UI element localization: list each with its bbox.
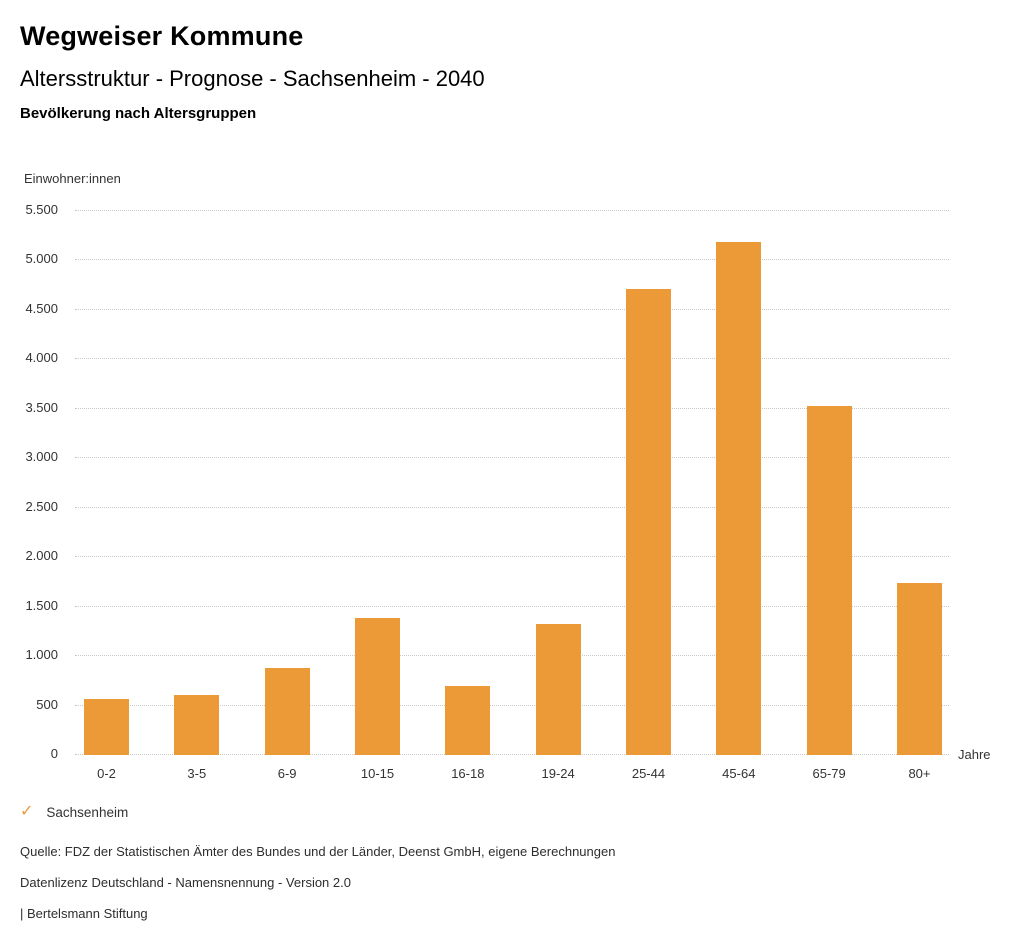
page-title: Wegweiser Kommune [20,21,304,51]
attribution-text: | Bertelsmann Stiftung [20,906,148,921]
bar-80+[interactable] [896,582,942,755]
chart-subtitle: Altersstruktur - Prognose - Sachsenheim … [20,66,485,91]
y-tick-label: 4.000 [25,350,58,366]
bar-65-79[interactable] [806,405,852,755]
x-tick-label: 0-2 [97,766,116,781]
gridline [75,308,949,310]
x-tick-label: 3-5 [187,766,207,781]
y-tick-label: 3.500 [25,399,58,415]
gridline [75,259,949,261]
legend-check-icon: ✓ [20,803,34,820]
license-text: Datenlizenz Deutschland - Namensnennung … [20,875,351,890]
x-tick-label: 80+ [908,766,931,781]
source-text: Quelle: FDZ der Statistischen Ämter des … [20,844,616,859]
legend-item-label: Sachsenheim [46,804,129,820]
x-tick-label: 6-9 [277,766,297,781]
gridline [75,358,949,360]
x-tick-label: 19-24 [541,766,575,781]
gridline [75,704,949,706]
y-tick-label: 3.000 [25,449,58,465]
gridline [75,457,949,459]
chart-heading: Bevölkerung nach Altersgruppen [20,105,257,122]
x-tick-label: 10-15 [360,766,395,781]
y-tick-label: 1.000 [25,647,58,663]
gridline [75,655,949,657]
x-tick-label: 65-79 [812,766,846,781]
bar-45-64[interactable] [716,241,762,755]
y-tick-label: 500 [36,696,58,712]
bar-19-24[interactable] [535,624,581,755]
y-tick-label: 4.500 [25,300,58,316]
x-tick-label: 25-44 [631,766,666,781]
bar-0-2[interactable] [84,698,129,755]
legend-item-sachsenheim[interactable]: ✓ Sachsenheim [20,804,128,820]
y-tick-label: 2.000 [25,548,58,564]
gridline [75,754,949,755]
gridline [75,556,949,558]
gridline [75,210,949,211]
y-tick-label: 0 [50,746,58,761]
x-axis-title: Jahre [958,747,991,762]
bar-25-44[interactable] [625,289,671,755]
y-tick-label: 2.500 [25,498,58,514]
y-tick-label: 1.500 [25,597,58,613]
y-axis-title: Einwohner:innen [24,171,121,186]
gridline [75,407,949,409]
gridline [75,506,949,508]
bar-3-5[interactable] [174,694,220,755]
bar-10-15[interactable] [354,618,400,755]
y-tick-label: 5.500 [25,202,58,217]
x-tick-label: 16-18 [451,766,485,781]
bar-6-9[interactable] [264,667,310,755]
x-tick-label: 45-64 [722,766,756,781]
gridline [75,605,949,607]
y-tick-label: 5.000 [25,251,58,267]
bar-16-18[interactable] [445,685,491,755]
